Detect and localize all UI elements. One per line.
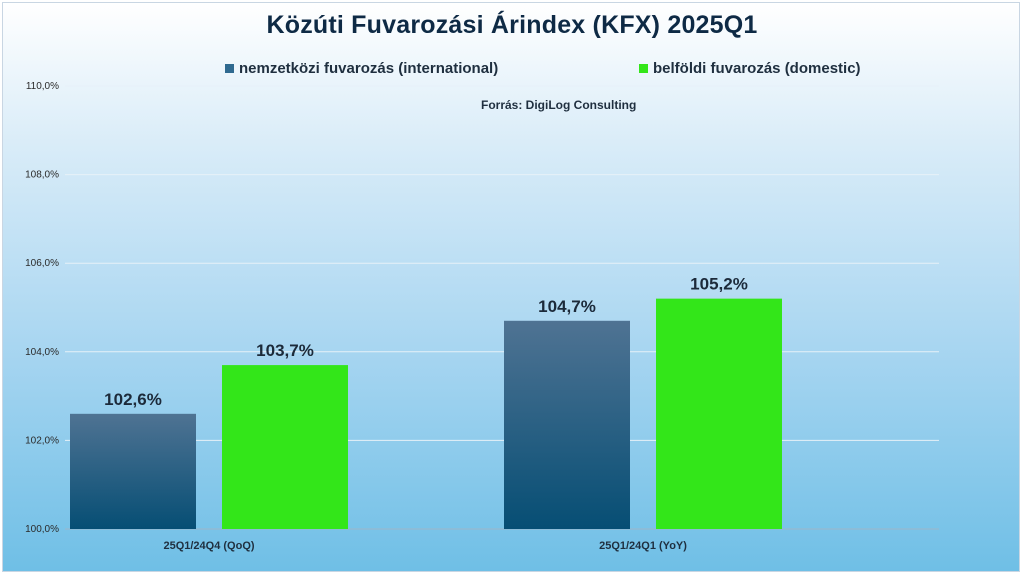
bar-domestic: [656, 298, 782, 529]
legend-label-domestic: belföldi fuvarozás (domestic): [653, 60, 861, 77]
x-category-label: 25Q1/24Q1 (YoY): [599, 540, 687, 552]
y-tick-label: 104,0%: [25, 347, 59, 358]
legend-swatch-domestic: [639, 64, 648, 73]
y-tick-label: 100,0%: [25, 524, 59, 535]
legend-label-international: nemzetközi fuvarozás (international): [239, 60, 499, 77]
data-label-domestic: 103,7%: [256, 341, 314, 360]
y-tick-label: 106,0%: [25, 258, 59, 269]
data-label-domestic: 105,2%: [690, 275, 748, 294]
bar-international: [504, 320, 630, 529]
bar-international: [70, 413, 196, 529]
chart-source: Forrás: DigiLog Consulting: [481, 98, 637, 112]
x-category-label: 25Q1/24Q4 (QoQ): [163, 540, 254, 552]
y-tick-label: 108,0%: [25, 170, 59, 181]
bar-domestic: [222, 365, 348, 529]
chart-title: Közúti Fuvarozási Árindex (KFX) 2025Q1: [266, 11, 758, 39]
legend-item-domestic: belföldi fuvarozás (domestic): [639, 60, 861, 77]
legend-item-international: nemzetközi fuvarozás (international): [225, 60, 498, 77]
y-tick-label: 110,0%: [26, 81, 59, 92]
data-label-international: 104,7%: [538, 297, 596, 316]
y-tick-label: 102,0%: [25, 435, 59, 446]
data-label-international: 102,6%: [104, 390, 162, 409]
plot-area: 100,0% 102,0% 104,0% 106,0% 108,0% 110,0% 102,…: [25, 81, 939, 552]
legend-swatch-international: [225, 64, 234, 73]
